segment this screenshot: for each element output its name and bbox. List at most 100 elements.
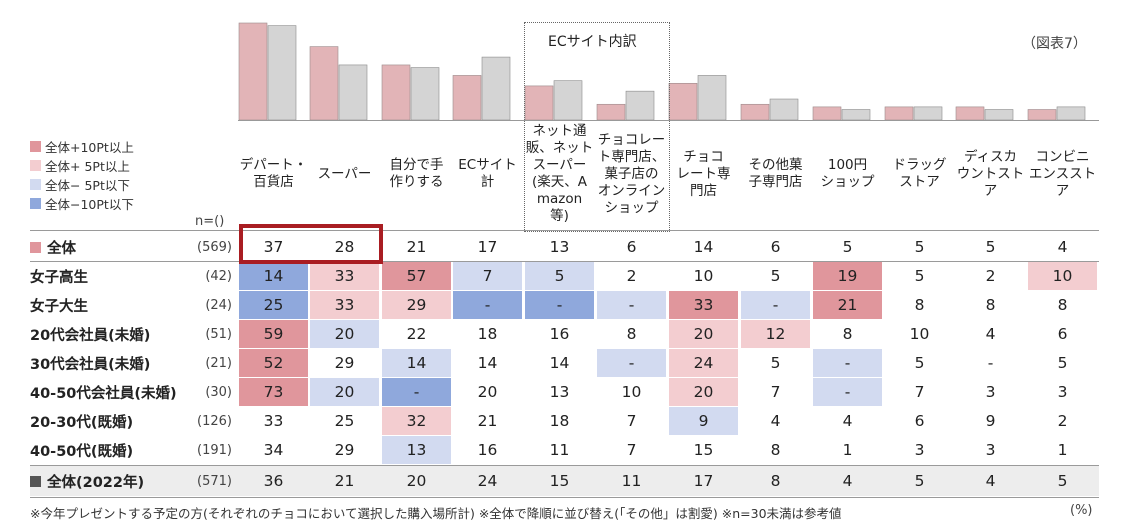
table-cell: 6 — [626, 238, 637, 256]
table-cell: 7 — [770, 383, 781, 401]
table-cell: 8 — [770, 472, 781, 490]
table-cell: 14 — [549, 354, 570, 372]
legend-swatch — [30, 197, 41, 209]
legend-item: 全体−10Pt以下 — [30, 194, 134, 212]
bar-current-0 — [238, 22, 268, 121]
row-marker — [30, 241, 41, 253]
table-cell: - — [987, 354, 994, 372]
bar-current-3 — [452, 75, 482, 121]
table-cell: 37 — [263, 238, 284, 256]
column-label: ネット通 販、ネット スーパー (楽天、A mazon 等) — [525, 123, 594, 224]
table-cell: 14 — [693, 238, 714, 256]
table-cell: 20 — [669, 378, 738, 406]
bar-current-6 — [668, 82, 698, 121]
table-cell: 4 — [985, 472, 996, 490]
row-label: 女子高生 — [30, 262, 88, 290]
table-cell: 6 — [914, 412, 925, 430]
table-cell: 10 — [693, 267, 714, 285]
table-cell: 22 — [406, 325, 427, 343]
table-cell: 29 — [334, 441, 355, 459]
table-cell: 5 — [914, 238, 925, 256]
row-divider — [30, 230, 1099, 231]
row-n: (42) — [205, 268, 232, 284]
table-cell: 5 — [1057, 354, 1068, 372]
column-label: ドラッグ ストア — [892, 157, 947, 190]
table-cell: 32 — [382, 407, 451, 435]
table-cell: 7 — [453, 262, 522, 290]
column-label: コンビニ エンススト ア — [1028, 148, 1097, 199]
bar-current-1 — [309, 46, 339, 121]
table-cell: - — [597, 349, 666, 377]
table-cell: 28 — [334, 238, 355, 256]
row-label: 全体 — [30, 233, 76, 261]
row-n: (51) — [205, 326, 232, 342]
table-cell: 33 — [669, 291, 738, 319]
table-cell: 14 — [239, 262, 308, 290]
row-label-text: 女子大生 — [30, 298, 88, 315]
table-cell: 13 — [549, 238, 570, 256]
table-cell: 14 — [477, 354, 498, 372]
table-cell: 17 — [693, 472, 714, 490]
table-cell: 20 — [310, 378, 379, 406]
table-cell: 25 — [239, 291, 308, 319]
table-cell: 8 — [842, 325, 853, 343]
table-cell: - — [813, 378, 882, 406]
legend-item: 全体+10Pt以上 — [30, 137, 134, 155]
column-label: 自分で手 作りする — [389, 157, 444, 190]
legend-label: 全体−10Pt以下 — [45, 196, 134, 212]
table-cell: 18 — [477, 325, 498, 343]
bar-current-2 — [381, 64, 411, 121]
table-cell: 36 — [263, 472, 284, 490]
n-header: n=() — [195, 214, 225, 229]
table-cell: 20 — [406, 472, 427, 490]
table-cell: 8 — [985, 296, 996, 314]
bar-current-11 — [1027, 109, 1057, 121]
legend-label: 全体− 5Pt以下 — [45, 177, 130, 193]
table-cell: 4 — [842, 472, 853, 490]
bar-previous-4 — [553, 80, 583, 121]
row-n: (24) — [205, 297, 232, 313]
bar-previous-9 — [913, 106, 943, 121]
table-cell: - — [382, 378, 451, 406]
row-label-text: 女子高生 — [30, 269, 88, 286]
table-cell: 20 — [477, 383, 498, 401]
table-cell: 24 — [477, 472, 498, 490]
legend-label: 全体+ 5Pt以上 — [45, 158, 130, 174]
table-cell: 6 — [770, 238, 781, 256]
table-cell: 12 — [741, 320, 810, 348]
table-cell: 5 — [525, 262, 594, 290]
ec-group-title: ECサイト内訳 — [548, 34, 637, 50]
bar-previous-3 — [481, 56, 511, 121]
table-cell: 73 — [239, 378, 308, 406]
footnote: ※今年プレゼントする予定の方(それぞれのチョコにおいて選択した購入場所計) ※全… — [30, 506, 842, 521]
bar-chart — [238, 22, 1099, 121]
table-cell: 8 — [770, 441, 781, 459]
row-n: (571) — [197, 473, 232, 489]
figure-label: （図表7） — [1022, 36, 1087, 52]
table-cell: 20 — [669, 320, 738, 348]
column-label: デパート・ 百貨店 — [239, 157, 308, 190]
table-cell: 10 — [909, 325, 930, 343]
table-cell: 59 — [239, 320, 308, 348]
table-cell: 2 — [985, 267, 996, 285]
row-label: 20代会社員(未婚) — [30, 320, 150, 348]
row-label: 20-30代(既婚) — [30, 407, 133, 435]
column-label: ECサイト 計 — [458, 157, 517, 190]
table-cell: 13 — [382, 436, 451, 464]
table-cell: - — [453, 291, 522, 319]
row-divider — [30, 465, 1099, 466]
table-cell: 13 — [549, 383, 570, 401]
table-cell: 4 — [985, 325, 996, 343]
table-cell: 3 — [914, 441, 925, 459]
table-cell: - — [597, 291, 666, 319]
legend-swatch — [30, 178, 41, 190]
table-cell: 15 — [549, 472, 570, 490]
table-cell: 33 — [310, 262, 379, 290]
bar-previous-8 — [841, 109, 871, 121]
row-divider — [30, 261, 1099, 262]
table-cell: 19 — [813, 262, 882, 290]
table-cell: 7 — [626, 441, 637, 459]
row-label: 全体(2022年) — [30, 467, 144, 495]
table-cell: 1 — [1057, 441, 1068, 459]
table-cell: 11 — [621, 472, 642, 490]
